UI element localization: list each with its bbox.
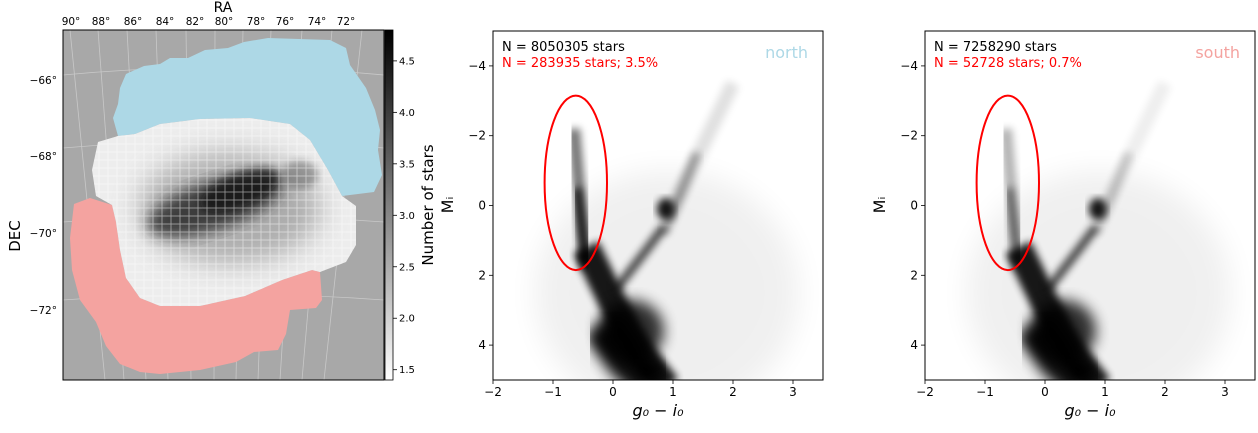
colorbar-tick-label: 3.5 xyxy=(399,159,415,170)
cmd-south-xlabel: g₀ − i₀ xyxy=(1064,401,1116,420)
colorbar-tick-label: 4.0 xyxy=(399,108,415,119)
ra-tick-label: 78° xyxy=(247,16,266,28)
cmd-south-region-label: south xyxy=(1195,43,1240,62)
colorbar-tick-label: 3.0 xyxy=(399,211,415,222)
y-tick-label: 4 xyxy=(910,338,918,352)
cmd-south-panel: −2 −1 0 1 2 3 −4 −2 0 2 4 N = 7258290 stars N = 52… xyxy=(870,30,1256,420)
ra-tick-label: 90° xyxy=(62,16,81,28)
map-dec-label: DEC xyxy=(6,220,24,252)
ra-tick-label: 80° xyxy=(215,16,234,28)
x-tick-label: 2 xyxy=(1161,385,1169,399)
cmd-north-panel: −2 −1 0 1 2 3 −4 −2 0 2 4 N = 8050305 stars N = 28… xyxy=(438,30,824,420)
y-tick-label: 2 xyxy=(478,268,486,282)
cmd-north-selected: N = 283935 stars; 3.5% xyxy=(502,56,658,71)
dec-tick-label: −66° xyxy=(30,75,57,87)
south-region xyxy=(70,198,322,374)
cmd-south-selected: N = 52728 stars; 0.7% xyxy=(934,56,1082,71)
ra-tick-label: 74° xyxy=(308,16,327,28)
dec-tick-labels: −66° −68° −70° −72° xyxy=(30,75,57,317)
cmd-south-total: N = 7258290 stars xyxy=(934,40,1057,55)
cmd-north-ylabel: Mᵢ xyxy=(438,197,457,214)
y-tick-label: 2 xyxy=(910,268,918,282)
colorbar-label: Number of stars xyxy=(419,144,437,265)
colorbar-tick-label: 1.5 xyxy=(399,365,415,376)
x-tick-label: −1 xyxy=(976,385,994,399)
ra-tick-label: 76° xyxy=(276,16,295,28)
ra-tick-labels: 90° 88° 86° 84° 82° 80° 78° 76° 74° 72° xyxy=(62,16,356,28)
y-tick-label: −4 xyxy=(468,59,486,73)
y-tick-label: 0 xyxy=(478,199,486,213)
ra-tick-label: 88° xyxy=(92,16,111,28)
ra-tick-label: 86° xyxy=(124,16,143,28)
north-region xyxy=(113,38,382,196)
sky-map-panel: RA 90° 88° 86° 84° 82° 80° 78° 76° 74° 72° xyxy=(6,0,437,381)
ra-tick-label: 84° xyxy=(156,16,175,28)
cmd-north-region-label: north xyxy=(765,43,808,62)
dec-tick-label: −68° xyxy=(30,151,57,163)
selection-ellipse xyxy=(975,94,1040,272)
x-tick-label: 3 xyxy=(1221,385,1229,399)
x-tick-label: −1 xyxy=(544,385,562,399)
colorbar xyxy=(384,29,394,381)
y-tick-label: 4 xyxy=(478,338,486,352)
map-ra-title: RA xyxy=(214,0,233,16)
x-tick-label: −2 xyxy=(484,385,502,399)
x-tick-label: 2 xyxy=(729,385,737,399)
colorbar-tick-label: 2.5 xyxy=(399,262,415,273)
cmd-south-ylabel: Mᵢ xyxy=(870,197,889,214)
selection-ellipse xyxy=(543,94,608,272)
x-tick-label: 0 xyxy=(1041,385,1049,399)
dec-tick-label: −70° xyxy=(30,228,57,240)
cmd-south-density xyxy=(967,80,1231,380)
dec-tick-label: −72° xyxy=(30,305,57,317)
y-tick-label: −2 xyxy=(900,129,918,143)
colorbar-ticks: 1.5 2.0 2.5 3.0 3.5 4.0 4.5 xyxy=(393,56,415,376)
ra-tick-label: 82° xyxy=(186,16,205,28)
x-tick-label: 1 xyxy=(669,385,677,399)
y-tick-label: 0 xyxy=(910,199,918,213)
x-tick-label: −2 xyxy=(916,385,934,399)
y-tick-label: −2 xyxy=(468,129,486,143)
cmd-north-xlabel: g₀ − i₀ xyxy=(632,401,684,420)
x-tick-label: 3 xyxy=(789,385,797,399)
ra-tick-label: 72° xyxy=(337,16,356,28)
colorbar-tick-label: 2.0 xyxy=(399,314,415,325)
colorbar-tick-label: 4.5 xyxy=(399,56,415,67)
x-tick-label: 0 xyxy=(609,385,617,399)
y-tick-label: −4 xyxy=(900,59,918,73)
cmd-north-total: N = 8050305 stars xyxy=(502,40,625,55)
cmd-north-density xyxy=(535,80,799,380)
map-frame xyxy=(62,29,385,381)
x-tick-label: 1 xyxy=(1101,385,1109,399)
